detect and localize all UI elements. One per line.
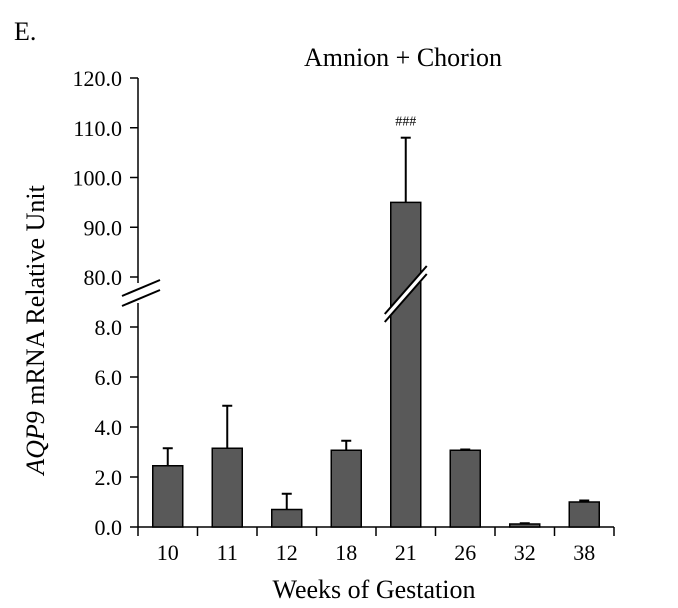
y-tick-label: 2.0 bbox=[95, 465, 123, 490]
panel-label: E. bbox=[14, 17, 36, 46]
bar-break-mark bbox=[383, 273, 428, 323]
bar-10 bbox=[152, 465, 184, 528]
bar-12 bbox=[271, 508, 303, 528]
bar-21 bbox=[390, 201, 422, 528]
bar-break-mark bbox=[383, 265, 428, 315]
y-tick-label: 8.0 bbox=[95, 315, 123, 340]
x-tick-label: 11 bbox=[217, 540, 238, 565]
x-tick-label: 21 bbox=[395, 540, 417, 565]
x-axis-title: Weeks of Gestation bbox=[273, 575, 476, 604]
y-tick-label: 0.0 bbox=[95, 515, 123, 540]
y-tick-label: 100.0 bbox=[73, 166, 123, 191]
x-tick-label: 12 bbox=[276, 540, 298, 565]
y-axis-title-rest: mRNA Relative Unit bbox=[21, 184, 50, 411]
chart-title: Amnion + Chorion bbox=[304, 43, 502, 72]
significance-marker: ### bbox=[395, 115, 416, 130]
x-tick-label: 10 bbox=[157, 540, 179, 565]
y-tick-label: 6.0 bbox=[95, 365, 123, 390]
y-axis-title: AQP9 mRNA Relative Unit bbox=[21, 184, 50, 476]
y-tick-label: 4.0 bbox=[95, 415, 123, 440]
y-axis-break-mark bbox=[121, 289, 161, 307]
y-tick-label: 110.0 bbox=[73, 116, 122, 141]
y-axis-break-mark bbox=[121, 279, 161, 297]
plot-area: 0.0 2.0 4.0 6.0 8.0 80.0 90.0 100.0 110.0 120.0 10… bbox=[73, 66, 615, 565]
y-axis-break-gap bbox=[124, 283, 158, 303]
bar-11 bbox=[211, 447, 243, 528]
x-tick-label: 38 bbox=[573, 540, 595, 565]
bar-26 bbox=[449, 449, 481, 528]
x-tick-label: 18 bbox=[335, 540, 357, 565]
y-tick-label: 120.0 bbox=[73, 66, 123, 91]
x-tick-label: 26 bbox=[454, 540, 476, 565]
x-tick-label: 32 bbox=[514, 540, 536, 565]
y-tick-label: 80.0 bbox=[84, 265, 123, 290]
y-tick-label: 90.0 bbox=[84, 215, 123, 240]
y-axis-title-gene: AQP9 bbox=[21, 411, 50, 477]
bar-38 bbox=[568, 501, 600, 528]
bar-break-gap bbox=[384, 266, 427, 322]
bar-18 bbox=[330, 449, 362, 528]
bar-32 bbox=[509, 523, 541, 528]
